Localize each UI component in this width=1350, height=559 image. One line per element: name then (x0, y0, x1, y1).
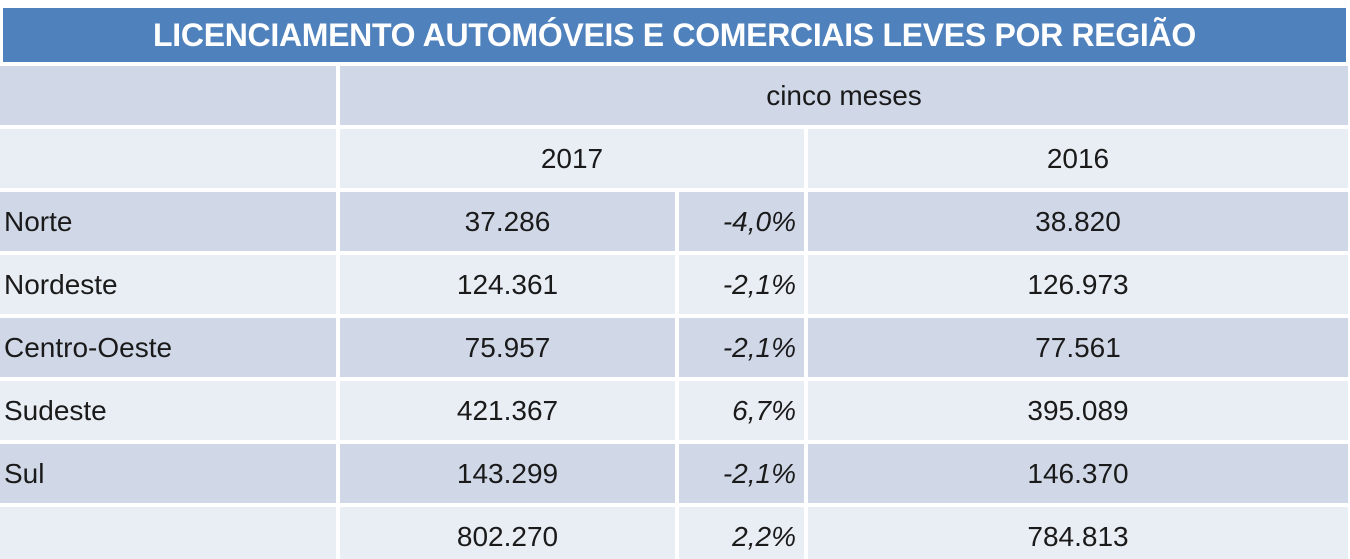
value-2016-cell: 784.813 (808, 507, 1348, 559)
value-2016-cell: 146.370 (808, 444, 1348, 503)
region-cell (0, 507, 336, 559)
title-bar: LICENCIAMENTO AUTOMÓVEIS E COMERCIAIS LE… (3, 8, 1346, 62)
value-2017-cell: 421.367 (340, 381, 675, 440)
value-2017-cell: 124.361 (340, 255, 675, 314)
region-cell: Norte (0, 192, 336, 251)
pct-change-cell: 6,7% (679, 381, 804, 440)
pct-change-cell: -4,0% (679, 192, 804, 251)
year-2017-header-cell: 2017 (340, 129, 804, 188)
value-2016-cell: 395.089 (808, 381, 1348, 440)
licensing-by-region-table: cinco meses 2017 2016 Norte 37.286 -4,0%… (0, 62, 1350, 559)
table-row-norte: Norte 37.286 -4,0% 38.820 (0, 192, 1348, 251)
value-2016-cell: 126.973 (808, 255, 1348, 314)
table-row-sudeste: Sudeste 421.367 6,7% 395.089 (0, 381, 1348, 440)
table-row-total: 802.270 2,2% 784.813 (0, 507, 1348, 559)
region-cell: Centro-Oeste (0, 318, 336, 377)
table-row-nordeste: Nordeste 124.361 -2,1% 126.973 (0, 255, 1348, 314)
corner-cell (0, 129, 336, 188)
page-title: LICENCIAMENTO AUTOMÓVEIS E COMERCIAIS LE… (153, 17, 1196, 53)
pct-change-cell: 2,2% (679, 507, 804, 559)
slide: LICENCIAMENTO AUTOMÓVEIS E COMERCIAIS LE… (0, 8, 1350, 559)
pct-change-cell: -2,1% (679, 318, 804, 377)
pct-change-cell: -2,1% (679, 255, 804, 314)
value-2016-cell: 77.561 (808, 318, 1348, 377)
value-2017-cell: 143.299 (340, 444, 675, 503)
pct-change-cell: -2,1% (679, 444, 804, 503)
corner-cell (0, 66, 336, 125)
value-2016-cell: 38.820 (808, 192, 1348, 251)
value-2017-cell: 802.270 (340, 507, 675, 559)
year-header-row: 2017 2016 (0, 129, 1348, 188)
value-2017-cell: 37.286 (340, 192, 675, 251)
value-2017-cell: 75.957 (340, 318, 675, 377)
region-cell: Sul (0, 444, 336, 503)
period-header-cell: cinco meses (340, 66, 1348, 125)
table-row-sul: Sul 143.299 -2,1% 146.370 (0, 444, 1348, 503)
table-row-centro-oeste: Centro-Oeste 75.957 -2,1% 77.561 (0, 318, 1348, 377)
year-2016-header-cell: 2016 (808, 129, 1348, 188)
region-cell: Nordeste (0, 255, 336, 314)
period-header-row: cinco meses (0, 66, 1348, 125)
region-cell: Sudeste (0, 381, 336, 440)
